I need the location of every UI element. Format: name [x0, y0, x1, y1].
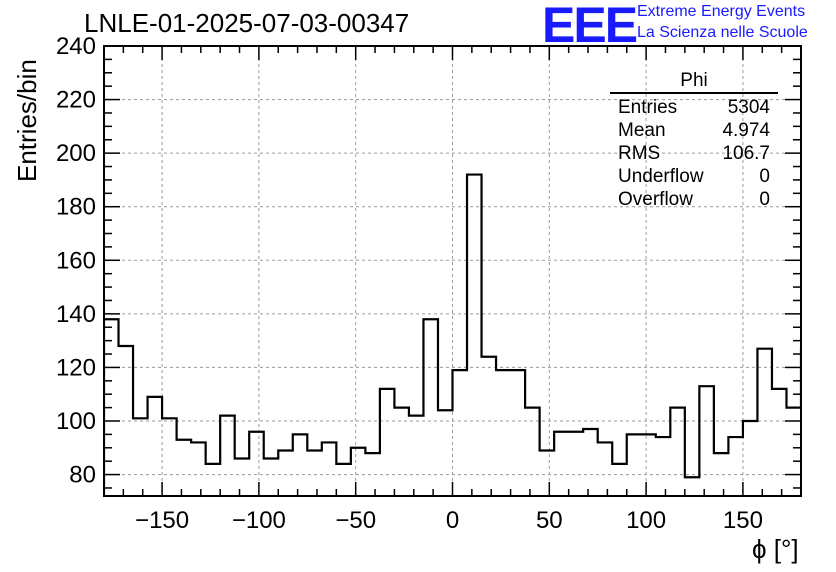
histogram-bin — [278, 450, 293, 496]
histogram-bin — [641, 434, 656, 496]
histogram-bin — [249, 432, 264, 496]
y-tick-label: 200 — [56, 140, 96, 167]
histogram-bin — [409, 416, 424, 496]
histogram-bin — [772, 389, 787, 496]
histogram-bin — [627, 434, 642, 496]
x-tick-label: 0 — [446, 507, 459, 534]
histogram-bin — [133, 418, 148, 496]
chart-title: LNLE-01-2025-07-03-00347 — [84, 8, 410, 38]
stats-value: 106.7 — [722, 143, 770, 164]
histogram-bin — [801, 349, 816, 496]
y-tick-label: 180 — [56, 194, 96, 221]
stats-row-overflow: Overflow 0 — [610, 188, 778, 211]
histogram-bin — [757, 349, 772, 496]
x-tick-label: 50 — [536, 507, 563, 534]
stats-row-entries: Entries 5304 — [610, 96, 778, 119]
histogram-bin — [453, 370, 468, 496]
histogram-bin — [511, 370, 526, 496]
stats-label: RMS — [618, 143, 661, 164]
histogram-bin — [307, 450, 322, 496]
stats-row-rms: RMS 106.7 — [610, 142, 778, 165]
histogram-bin — [728, 437, 743, 496]
x-tick-label: −150 — [135, 507, 189, 534]
stats-row-mean: Mean 4.974 — [610, 119, 778, 142]
x-tick-label: −100 — [232, 507, 286, 534]
histogram-bin — [438, 410, 453, 496]
histogram-bin — [162, 418, 177, 496]
histogram-bin — [380, 389, 395, 496]
histogram-bin — [699, 386, 714, 496]
histogram-bin — [656, 437, 671, 496]
stats-value: 0 — [759, 166, 770, 187]
y-tick-label: 100 — [56, 408, 96, 435]
histogram-bin — [496, 370, 511, 496]
y-tick-label: 160 — [56, 247, 96, 274]
histogram-bin — [583, 429, 598, 496]
y-tick-label: 120 — [56, 354, 96, 381]
histogram-bin — [743, 421, 758, 496]
stats-value: 4.974 — [722, 120, 770, 141]
stats-label: Mean — [618, 120, 666, 141]
histogram-bin — [336, 464, 351, 496]
stats-divider — [610, 92, 778, 94]
x-axis-label: ϕ [°] — [752, 534, 799, 564]
histogram-bin — [365, 453, 380, 496]
stats-box: Phi Entries 5304 Mean 4.974 RMS 106.7 Un… — [610, 70, 778, 211]
stats-row-underflow: Underflow 0 — [610, 165, 778, 188]
histogram-line — [104, 173, 801, 496]
y-tick-label: 80 — [69, 462, 96, 489]
y-tick-label: 220 — [56, 87, 96, 114]
stats-value: 0 — [759, 189, 770, 210]
histogram-bin — [206, 464, 221, 496]
logo-line-2: La Scienza nelle Scuole — [637, 24, 808, 41]
histogram-bin — [264, 459, 279, 497]
histogram-bin — [482, 357, 497, 496]
histogram-bin — [554, 432, 569, 496]
histogram-bin — [612, 464, 627, 496]
histogram-bin — [148, 397, 163, 496]
logo-line-1: Extreme Energy Events — [637, 3, 806, 20]
histogram-bin — [423, 319, 438, 496]
histogram-bin — [569, 432, 584, 496]
histogram-bin — [351, 448, 366, 496]
stats-title: Phi — [680, 70, 708, 91]
stats-label: Overflow — [618, 189, 693, 210]
histogram-bin — [220, 416, 235, 496]
histogram-bin — [540, 450, 555, 496]
histogram-bin — [685, 477, 700, 496]
x-tick-label: 150 — [723, 507, 763, 534]
histogram-bin — [177, 440, 192, 496]
eee-logo-mark: EEE — [542, 0, 638, 53]
histogram-bin — [322, 442, 337, 496]
y-tick-label: 240 — [56, 33, 96, 60]
histogram-bin — [191, 442, 206, 496]
x-tick-label: 100 — [626, 507, 666, 534]
y-tick-label: 140 — [56, 301, 96, 328]
stats-label: Entries — [618, 97, 678, 118]
stats-label: Underflow — [618, 166, 704, 187]
x-tick-label: −50 — [335, 507, 376, 534]
histogram-bin — [467, 175, 482, 496]
histogram-bin — [293, 434, 308, 496]
histogram-bin — [235, 459, 250, 497]
histogram-bin — [598, 442, 613, 496]
stats-value: 5304 — [727, 97, 770, 118]
histogram-bin — [816, 67, 831, 496]
